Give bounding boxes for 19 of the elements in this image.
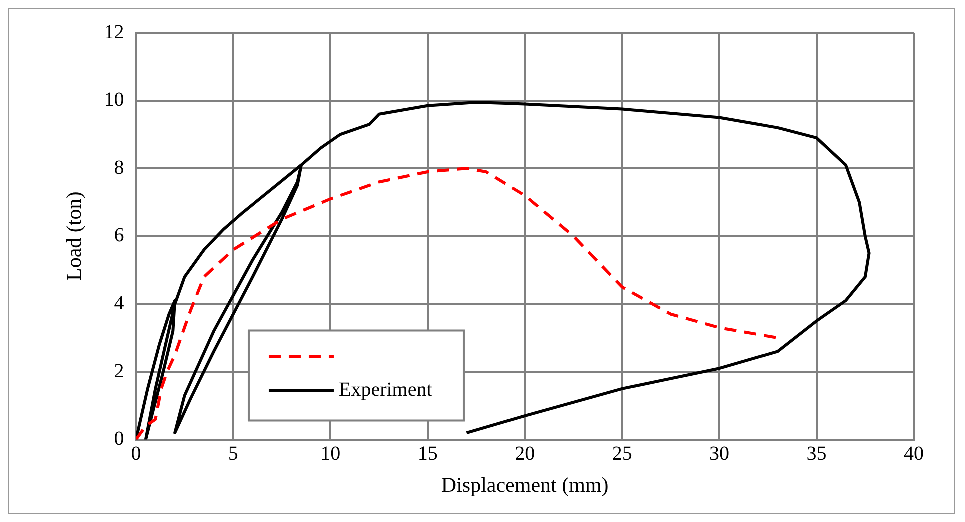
- x-tick-label: 30: [710, 443, 730, 466]
- y-tick-label: 0: [114, 428, 124, 450]
- x-tick-label: 25: [612, 443, 632, 466]
- x-tick-label: 0: [131, 443, 142, 466]
- y-tick-label: 4: [114, 292, 124, 314]
- legend-label: Experiment: [338, 379, 433, 402]
- x-tick-label: 35: [806, 443, 827, 466]
- x-tick-label: 15: [418, 443, 438, 466]
- x-tick-label: 20: [515, 443, 536, 466]
- y-tick-label: 12: [104, 21, 124, 44]
- x-axis-title: Displacement (mm): [441, 472, 609, 497]
- y-tick-label: 10: [104, 89, 124, 112]
- x-tick-label: 5: [228, 443, 238, 466]
- y-tick-label: 2: [114, 360, 124, 382]
- y-tick-label: 8: [114, 156, 124, 179]
- x-tick-label: 10: [320, 443, 341, 466]
- y-axis-title: Load (ton): [62, 192, 86, 282]
- y-tick-label: 6: [114, 224, 124, 247]
- x-tick-label: 40: [904, 443, 924, 466]
